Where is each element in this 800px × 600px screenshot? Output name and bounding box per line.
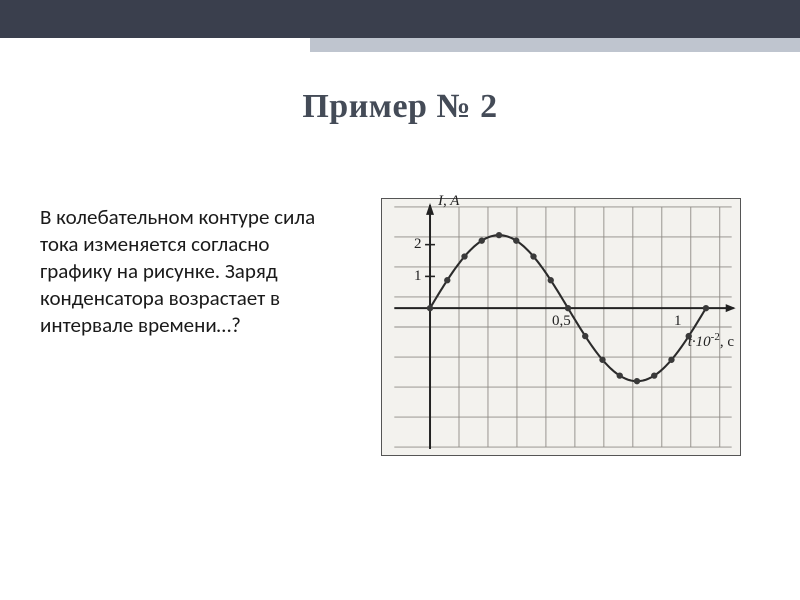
x-axis-exp: -2 — [711, 331, 720, 343]
problem-text: В колебательном контуре сила тока изменя… — [40, 198, 340, 456]
band-light — [310, 38, 800, 52]
y-tick-2: 2 — [414, 236, 422, 253]
x-axis-label: t·10-2, с — [688, 331, 734, 351]
y-axis-label-text: I, A — [438, 193, 459, 209]
content-row: В колебательном контуре сила тока изменя… — [0, 198, 800, 456]
x-axis-prefix: t·10 — [688, 334, 711, 350]
y-axis-label: I, A — [438, 193, 459, 210]
x-tick-1: 1 — [674, 313, 682, 330]
chart-column: I, A 1 2 0,5 1 t·10-2, с — [368, 198, 754, 456]
x-tick-05: 0,5 — [552, 313, 571, 330]
oscillation-chart: I, A 1 2 0,5 1 t·10-2, с — [381, 198, 741, 456]
x-axis-unit: , с — [720, 334, 734, 350]
band-dark — [0, 0, 800, 38]
header-band — [0, 0, 800, 60]
slide-title: Пример № 2 — [0, 88, 800, 126]
y-tick-1: 1 — [414, 268, 422, 285]
